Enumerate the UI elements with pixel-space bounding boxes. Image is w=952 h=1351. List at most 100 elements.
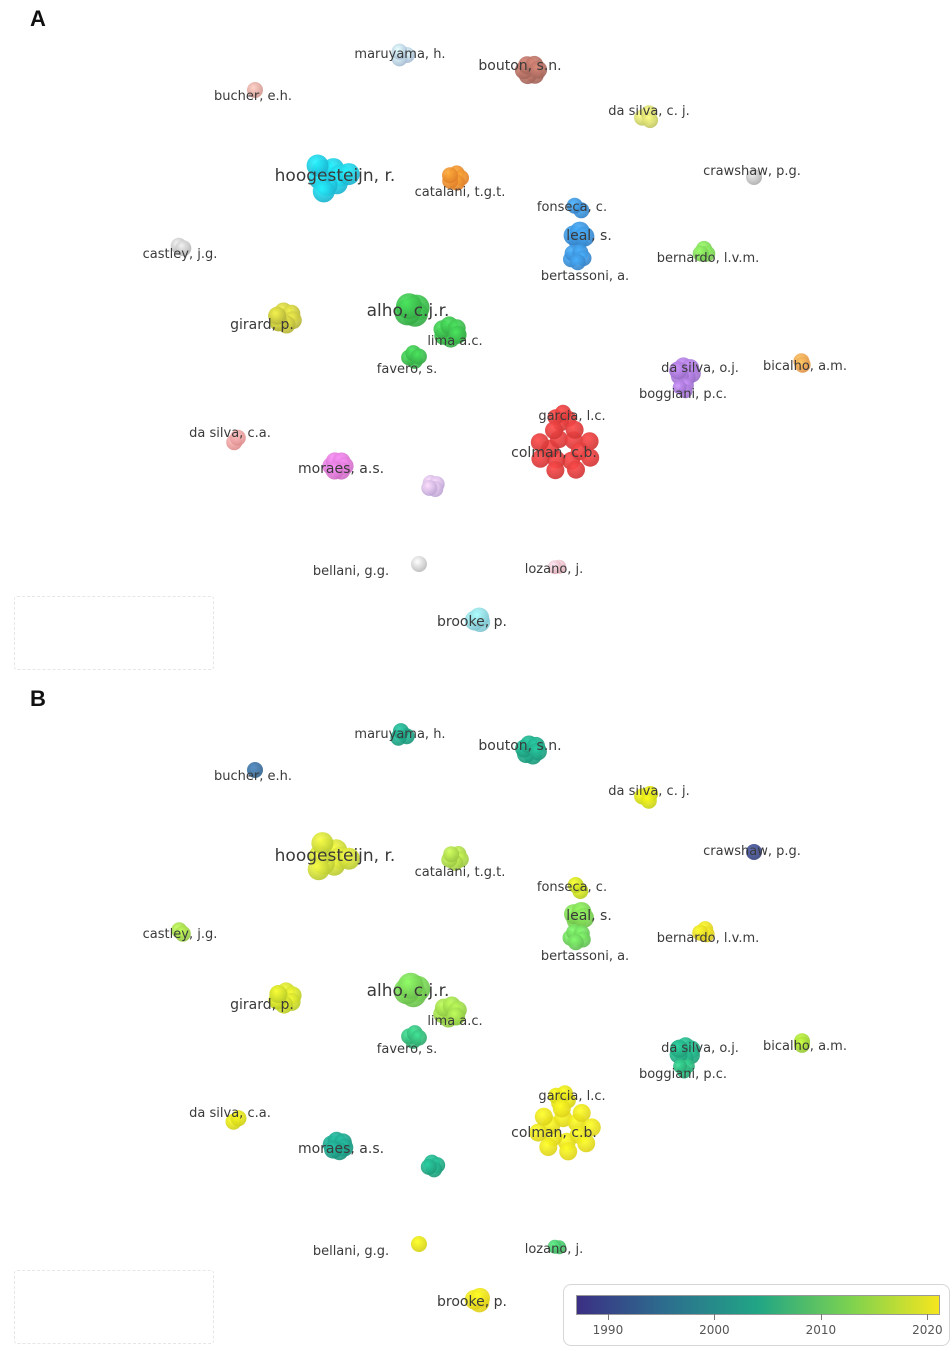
author-label-castley-j-g[interactable]: castley, j.g. [143, 927, 218, 942]
cluster-crawshaw-p-g[interactable] [746, 844, 762, 860]
author-label-crawshaw-p-g[interactable]: crawshaw, p.g. [703, 164, 801, 179]
author-label-hoogesteijn-r[interactable]: hoogesteijn, r. [275, 166, 396, 186]
cluster-hoogesteijn-r[interactable] [306, 154, 360, 203]
author-label-garcia-l-c[interactable]: garcia, l.c. [538, 1089, 605, 1104]
node-bubble[interactable] [470, 1287, 490, 1308]
cluster-crawshaw-p-g[interactable] [746, 169, 762, 185]
author-label-bouton-s-n[interactable]: bouton, s.n. [478, 58, 561, 74]
author-label-favero-s[interactable]: favero, s. [377, 1042, 437, 1057]
node-bubble[interactable] [448, 325, 467, 344]
cluster-unlabeled[interactable] [421, 475, 445, 497]
node-bubble[interactable] [673, 1059, 688, 1074]
author-label-bertassoni-a[interactable]: bertassoni, a. [541, 269, 629, 284]
author-label-bicalho-a-m[interactable]: bicalho, a.m. [763, 359, 847, 374]
node-bubble[interactable] [337, 163, 360, 186]
author-label-alho-c-j-r[interactable]: alho, c.j.r. [367, 981, 450, 1001]
node-bubble[interactable] [555, 404, 571, 421]
author-label-bucher-e-h[interactable]: bucher, e.h. [214, 769, 292, 784]
node-bubble[interactable] [175, 240, 192, 257]
author-label-lozano-j[interactable]: lozano, j. [525, 1242, 584, 1257]
node-bubble[interactable] [442, 167, 458, 184]
node-bubble[interactable] [547, 560, 562, 575]
node-bubble[interactable] [268, 306, 287, 325]
cluster-maruyama-h[interactable] [390, 723, 415, 746]
node-bubble[interactable] [746, 169, 762, 185]
node-bubble[interactable] [447, 1007, 466, 1026]
author-label-castley-j-g[interactable]: castley, j.g. [143, 247, 218, 262]
author-label-bernardo-l-v-m[interactable]: bernardo, l.v.m. [657, 931, 760, 946]
cluster-bernardo-l-v-m[interactable] [692, 240, 716, 262]
cluster-girard-p[interactable] [268, 302, 302, 334]
node-bubble[interactable] [324, 1140, 343, 1159]
cluster-castley-j-g[interactable] [171, 922, 191, 942]
node-bubble[interactable] [545, 421, 563, 440]
node-bubble[interactable] [794, 1036, 810, 1053]
node-bubble[interactable] [567, 877, 584, 893]
author-label-girard-p[interactable]: girard, p. [230, 997, 294, 1013]
node-bubble[interactable] [530, 433, 549, 452]
node-bubble[interactable] [640, 792, 657, 809]
author-label-da-silva-c-j[interactable]: da silva, c. j. [608, 784, 689, 799]
author-label-da-silva-o-j[interactable]: da silva, o.j. [661, 361, 739, 376]
node-bubble[interactable] [528, 742, 547, 761]
cluster-bicalho-a-m[interactable] [793, 353, 811, 373]
cluster-colman-c-b[interactable] [529, 1099, 601, 1161]
cluster-da-silva-c-j[interactable] [634, 785, 659, 809]
author-label-maruyama-h[interactable]: maruyama, h. [354, 727, 445, 742]
cluster-favero-s[interactable] [401, 1025, 427, 1049]
author-label-alho-c-j-r[interactable]: alho, c.j.r. [367, 301, 450, 321]
author-label-lima-a-c[interactable]: lima a.c. [427, 1014, 482, 1029]
author-label-leal-s[interactable]: leal, s. [566, 228, 612, 244]
author-label-lozano-j[interactable]: lozano, j. [525, 562, 584, 577]
node-bubble[interactable] [531, 449, 550, 468]
cluster-leal-s[interactable] [564, 902, 594, 930]
node-bubble[interactable] [411, 1236, 427, 1252]
node-bubble[interactable] [565, 420, 584, 439]
node-bubble[interactable] [420, 1158, 437, 1175]
cluster-bucher-e-h[interactable] [247, 82, 263, 98]
node-bubble[interactable] [269, 985, 288, 1004]
node-bubble[interactable] [552, 1099, 571, 1118]
node-bubble[interactable] [392, 723, 409, 740]
author-label-bouton-s-n[interactable]: bouton, s.n. [478, 738, 561, 754]
cluster-lozano-j[interactable] [547, 559, 567, 575]
author-label-leal-s[interactable]: leal, s. [566, 908, 612, 924]
cluster-da-silva-c-a[interactable] [226, 429, 246, 451]
author-label-favero-s[interactable]: favero, s. [377, 362, 437, 377]
cluster-bernardo-l-v-m[interactable] [692, 921, 715, 943]
author-label-bucher-e-h[interactable]: bucher, e.h. [214, 89, 292, 104]
cluster-da-silva-c-a[interactable] [225, 1110, 247, 1130]
cluster-girard-p[interactable] [268, 982, 302, 1014]
node-bubble[interactable] [572, 1104, 591, 1122]
author-label-fonseca-c[interactable]: fonseca, c. [537, 200, 607, 215]
node-bubble[interactable] [672, 380, 687, 395]
node-bubble[interactable] [567, 934, 584, 951]
node-bubble[interactable] [559, 1142, 578, 1161]
cluster-bellani-g-g[interactable] [411, 1236, 427, 1252]
node-bubble[interactable] [411, 556, 427, 572]
cluster-alho-c-j-r[interactable] [394, 293, 430, 327]
author-label-da-silva-c-j[interactable]: da silva, c. j. [608, 104, 689, 119]
cluster-bucher-e-h[interactable] [247, 762, 263, 778]
node-bubble[interactable] [229, 429, 246, 446]
node-bubble[interactable] [669, 361, 688, 380]
cluster-brooke-p[interactable] [464, 607, 491, 633]
author-label-bellani-g-g[interactable]: bellani, g.g. [313, 564, 389, 579]
cluster-da-silva-c-j[interactable] [634, 105, 659, 129]
node-bubble[interactable] [569, 254, 586, 271]
author-label-catalani-t-g-t[interactable]: catalani, t.g.t. [415, 865, 506, 880]
node-bubble[interactable] [567, 460, 585, 479]
node-bubble[interactable] [421, 479, 438, 496]
node-bubble[interactable] [247, 82, 263, 98]
node-bubble[interactable] [746, 844, 762, 860]
node-bubble[interactable] [539, 1138, 558, 1156]
cluster-bouton-s-n[interactable] [515, 735, 547, 765]
cluster-leal-s[interactable] [563, 221, 595, 251]
node-bubble[interactable] [581, 448, 600, 467]
node-bubble[interactable] [410, 1029, 427, 1046]
author-label-moraes-a-s[interactable]: moraes, a.s. [298, 1141, 384, 1157]
cluster-hoogesteijn-r[interactable] [307, 832, 360, 881]
author-label-crawshaw-p-g[interactable]: crawshaw, p.g. [703, 844, 801, 859]
cluster-lima-a-c[interactable] [433, 316, 467, 348]
node-bubble[interactable] [307, 858, 330, 881]
